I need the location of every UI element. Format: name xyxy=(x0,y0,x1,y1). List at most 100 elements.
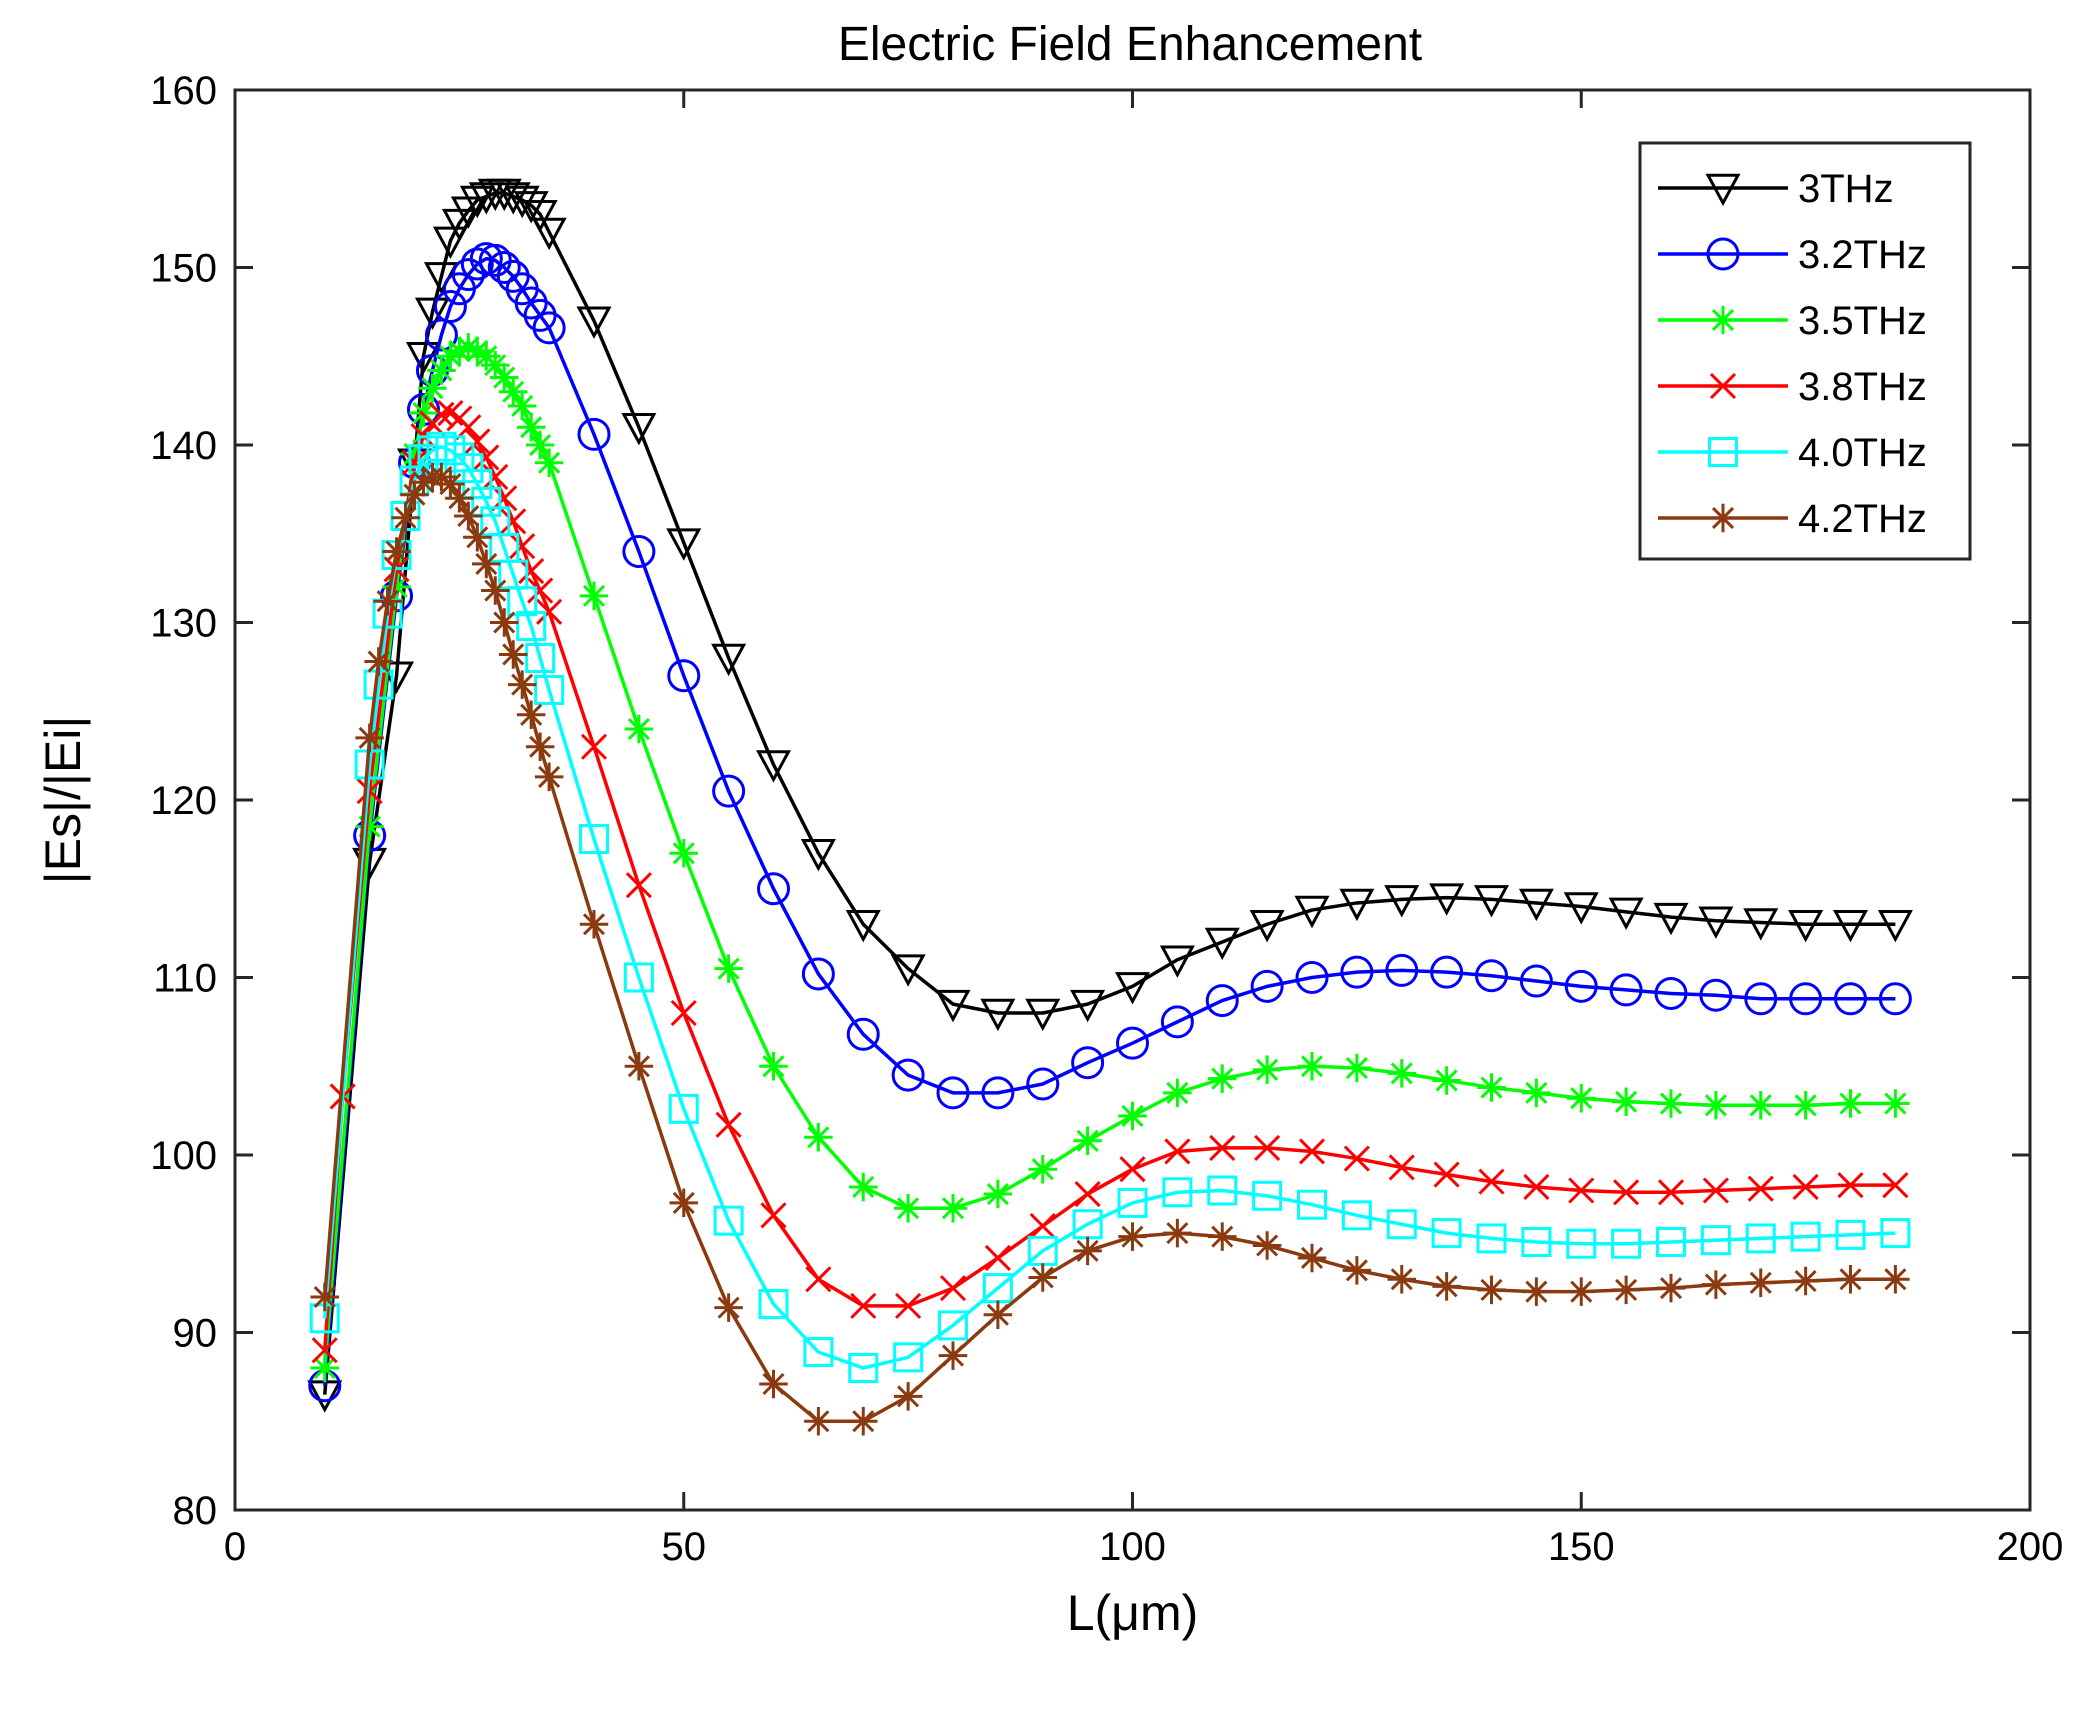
data-point xyxy=(1790,1221,1821,1252)
y-tick-label: 90 xyxy=(173,1312,218,1356)
data-point xyxy=(1116,1026,1149,1060)
data-point xyxy=(895,1292,922,1319)
data-point xyxy=(1297,1243,1327,1273)
data-point xyxy=(800,839,836,872)
data-point xyxy=(491,485,518,512)
data-point xyxy=(490,363,519,392)
data-point xyxy=(1252,1231,1282,1260)
data-point xyxy=(803,1337,834,1368)
data-point xyxy=(1566,1228,1597,1259)
data-point xyxy=(711,643,747,677)
data-point xyxy=(455,414,482,441)
data-point xyxy=(845,910,881,943)
data-point xyxy=(498,640,528,669)
data-point xyxy=(670,999,697,1027)
data-point xyxy=(1789,982,1823,1016)
data-point xyxy=(1521,1226,1552,1257)
data-point xyxy=(714,1293,743,1322)
x-tick-label: 200 xyxy=(1997,1525,2064,1569)
data-point xyxy=(453,453,484,484)
data-point xyxy=(580,733,608,760)
data-point xyxy=(1159,945,1195,978)
legend-box xyxy=(1638,141,1972,561)
data-point xyxy=(713,1205,744,1236)
data-point xyxy=(1657,1179,1685,1206)
series-3.2THz xyxy=(308,242,1912,1403)
series-line xyxy=(323,191,1896,1395)
data-point xyxy=(579,824,609,855)
legend-item: 4.2THz xyxy=(1658,497,1927,541)
data-point xyxy=(714,954,743,983)
data-point xyxy=(623,962,654,993)
data-point xyxy=(939,1275,967,1302)
data-point xyxy=(891,1058,925,1092)
data-point xyxy=(1387,1265,1416,1294)
data-point xyxy=(427,356,456,385)
data-point xyxy=(1702,1177,1729,1204)
data-point xyxy=(1342,1256,1372,1285)
y-tick-label: 160 xyxy=(150,69,217,113)
y-tick-label: 110 xyxy=(153,957,217,1001)
legend-marker xyxy=(1709,372,1737,400)
data-point xyxy=(579,581,609,611)
data-point xyxy=(534,762,564,792)
data-point xyxy=(1567,1083,1596,1113)
data-point xyxy=(1747,1175,1774,1202)
data-point xyxy=(1836,1089,1865,1118)
data-point xyxy=(1119,1156,1146,1183)
data-point xyxy=(801,957,835,991)
legend-marker xyxy=(1708,305,1738,335)
series-4.2THz xyxy=(310,462,1910,1436)
data-point xyxy=(1792,1173,1819,1201)
data-point xyxy=(622,535,656,568)
data-point xyxy=(500,508,527,535)
data-point xyxy=(432,226,468,260)
data-point xyxy=(509,533,536,560)
data-point xyxy=(1522,1277,1551,1306)
data-point xyxy=(1478,1168,1505,1195)
data-point xyxy=(1564,969,1598,1003)
legend-item: 3.8THz xyxy=(1658,365,1927,409)
data-point xyxy=(1656,1226,1686,1257)
legend: 3THz 3.2THz 3.5THz 3.8THz 4.0THz 4.2THz xyxy=(1638,141,1972,561)
data-point xyxy=(490,608,519,637)
data-point xyxy=(1208,1222,1237,1251)
data-point xyxy=(1788,910,1824,943)
data-point xyxy=(1025,998,1061,1032)
data-point xyxy=(532,311,566,345)
data-point xyxy=(1431,1218,1462,1249)
data-point xyxy=(1295,961,1329,994)
data-point xyxy=(382,537,411,566)
data-point xyxy=(1207,1175,1238,1206)
y-tick-label: 140 xyxy=(150,424,217,468)
data-point xyxy=(1654,976,1688,1010)
data-point xyxy=(758,1289,789,1320)
data-point xyxy=(1388,1154,1415,1181)
data-point xyxy=(759,1052,788,1081)
data-point xyxy=(1385,953,1419,987)
data-point xyxy=(1114,972,1151,1005)
data-point xyxy=(576,306,612,339)
data-point xyxy=(938,1194,968,1223)
data-point xyxy=(355,723,384,753)
data-point xyxy=(1567,1277,1596,1306)
legend-label: 3THz xyxy=(1798,167,1894,211)
data-point xyxy=(804,1407,833,1436)
data-point xyxy=(1609,973,1643,1007)
data-point xyxy=(364,647,393,676)
legend-label: 4.0THz xyxy=(1798,431,1927,475)
data-point xyxy=(1026,1067,1060,1101)
series-3.5THz xyxy=(310,333,1910,1383)
data-point xyxy=(1430,955,1464,989)
data-point xyxy=(624,714,654,744)
data-point xyxy=(983,1300,1013,1329)
data-point xyxy=(531,217,567,251)
data-point xyxy=(1701,1270,1731,1299)
data-point xyxy=(534,674,565,705)
data-point xyxy=(849,1172,878,1202)
data-point xyxy=(804,1123,833,1152)
data-point xyxy=(1832,910,1869,943)
data-point xyxy=(755,750,792,783)
data-point xyxy=(1163,1078,1192,1108)
legend-item: 4.0THz xyxy=(1658,431,1927,475)
